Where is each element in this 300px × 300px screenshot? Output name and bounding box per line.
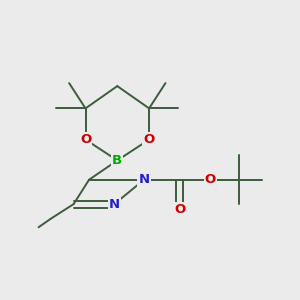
- Text: N: N: [109, 198, 120, 211]
- Text: B: B: [112, 154, 122, 167]
- Text: N: N: [139, 173, 150, 186]
- Text: O: O: [143, 133, 155, 146]
- Text: O: O: [205, 173, 216, 186]
- Text: O: O: [174, 203, 185, 216]
- Text: O: O: [80, 133, 91, 146]
